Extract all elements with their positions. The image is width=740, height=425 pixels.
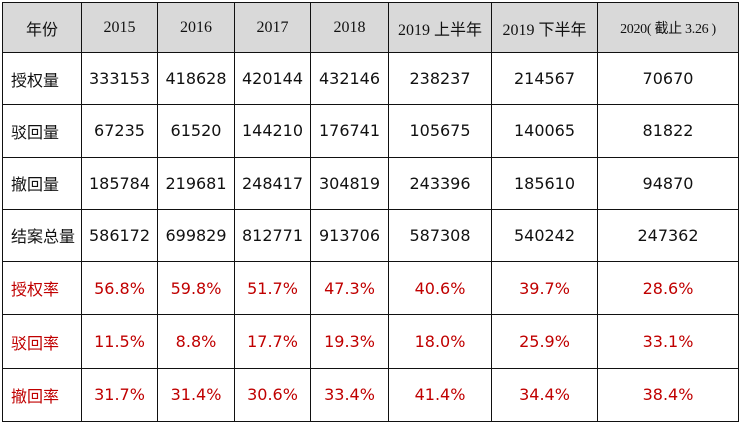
header-row: 年份 2015 2016 2017 2018 2019 上半年 2019 下半年… — [2, 2, 739, 53]
row-label: 授权率 — [2, 261, 82, 316]
table-cell: 28.6% — [597, 261, 739, 316]
table-cell: 418628 — [157, 51, 235, 106]
table-cell: 33.1% — [597, 314, 739, 369]
table-cell: 185784 — [81, 156, 158, 210]
table-cell: 304819 — [310, 156, 389, 210]
header-year-label: 年份 — [2, 2, 82, 53]
table-cell: 176741 — [310, 104, 389, 158]
table-cell: 540242 — [491, 208, 598, 263]
table-cell: 61520 — [157, 104, 235, 158]
row-label: 结案总量 — [2, 208, 82, 263]
table-cell: 247362 — [597, 208, 739, 263]
table-cell: 33.4% — [310, 367, 389, 423]
header-cell: 2019 上半年 — [388, 2, 492, 53]
table-cell: 238237 — [388, 51, 492, 106]
table-cell: 67235 — [81, 104, 158, 158]
table-row: 结案总量 586172 699829 812771 913706 587308 … — [2, 208, 739, 263]
table-row-rate: 撤回率 31.7% 31.4% 30.6% 33.4% 41.4% 34.4% … — [2, 367, 739, 423]
table-cell: 185610 — [491, 156, 598, 210]
table-cell: 699829 — [157, 208, 235, 263]
header-cell: 2017 — [234, 2, 311, 53]
header-cell: 2020( 截止 3.26 ) — [597, 2, 739, 53]
table-cell: 17.7% — [234, 314, 311, 369]
table-cell: 333153 — [81, 51, 158, 106]
table-cell: 38.4% — [597, 367, 739, 423]
table-cell: 25.9% — [491, 314, 598, 369]
table-cell: 8.8% — [157, 314, 235, 369]
table-cell: 70670 — [597, 51, 739, 106]
table-cell: 30.6% — [234, 367, 311, 423]
table-cell: 19.3% — [310, 314, 389, 369]
table-cell: 51.7% — [234, 261, 311, 316]
table-cell: 40.6% — [388, 261, 492, 316]
table-cell: 59.8% — [157, 261, 235, 316]
table-cell: 214567 — [491, 51, 598, 106]
table-cell: 586172 — [81, 208, 158, 263]
table-cell: 81822 — [597, 104, 739, 158]
row-label: 撤回率 — [2, 367, 82, 423]
table-row: 撤回量 185784 219681 248417 304819 243396 1… — [2, 156, 739, 210]
header-cell: 2016 — [157, 2, 235, 53]
header-cell: 2019 下半年 — [491, 2, 598, 53]
table-row: 驳回量 67235 61520 144210 176741 105675 140… — [2, 104, 739, 158]
row-label: 驳回量 — [2, 104, 82, 158]
table-row-rate: 驳回率 11.5% 8.8% 17.7% 19.3% 18.0% 25.9% 3… — [2, 314, 739, 369]
header-cell: 2015 — [81, 2, 158, 53]
table-cell: 144210 — [234, 104, 311, 158]
table-cell: 812771 — [234, 208, 311, 263]
table-cell: 432146 — [310, 51, 389, 106]
table-cell: 31.7% — [81, 367, 158, 423]
table-cell: 31.4% — [157, 367, 235, 423]
table-cell: 243396 — [388, 156, 492, 210]
table-row: 授权量 333153 418628 420144 432146 238237 2… — [2, 51, 739, 106]
row-label: 撤回量 — [2, 156, 82, 210]
table-cell: 34.4% — [491, 367, 598, 423]
table-cell: 18.0% — [388, 314, 492, 369]
table-cell: 248417 — [234, 156, 311, 210]
table-cell: 140065 — [491, 104, 598, 158]
table-cell: 41.4% — [388, 367, 492, 423]
table-cell: 56.8% — [81, 261, 158, 316]
table-row-rate: 授权率 56.8% 59.8% 51.7% 47.3% 40.6% 39.7% … — [2, 261, 739, 316]
row-label: 驳回率 — [2, 314, 82, 369]
table-cell: 587308 — [388, 208, 492, 263]
table-cell: 420144 — [234, 51, 311, 106]
table-cell: 39.7% — [491, 261, 598, 316]
table-cell: 47.3% — [310, 261, 389, 316]
table-cell: 913706 — [310, 208, 389, 263]
header-cell: 2018 — [310, 2, 389, 53]
row-label: 授权量 — [2, 51, 82, 106]
table-cell: 94870 — [597, 156, 739, 210]
table-cell: 11.5% — [81, 314, 158, 369]
table-cell: 219681 — [157, 156, 235, 210]
table-cell: 105675 — [388, 104, 492, 158]
